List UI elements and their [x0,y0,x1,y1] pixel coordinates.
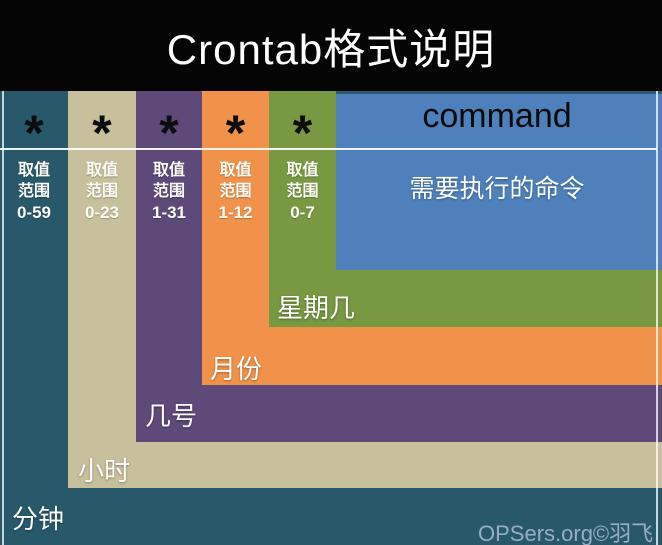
day-band-label: 几号 [145,401,198,431]
range-caption-line1: 取值 [17,162,50,179]
range-value: 1-31 [151,203,187,222]
asterisk-glyph: * [159,105,179,161]
range-caption-line2: 范围 [17,183,50,200]
weekday-asterisk: * [269,94,336,158]
day-asterisk: * [136,94,202,158]
month-range-cell: 取值 范围 1-12 [202,160,269,223]
hour-band-label: 小时 [78,456,131,486]
command-block [336,91,662,270]
star-range-separator-line [0,148,657,150]
range-value: 0-59 [16,203,52,222]
weekday-band-label: 星期几 [277,293,356,323]
header-shadow-line [336,91,662,94]
month-asterisk: * [202,94,269,158]
range-caption-line1: 取值 [286,162,319,179]
range-value: 0-7 [290,203,315,222]
command-label: command [422,97,572,135]
asterisk-glyph: * [92,105,112,161]
command-description: 需要执行的命令 [409,175,585,203]
range-caption-line1: 取值 [85,162,118,179]
left-edge-line [2,91,4,545]
minute-range-cell: 取值 范围 0-59 [0,160,68,223]
right-edge-line [656,91,658,545]
range-caption-line1: 取值 [152,162,185,179]
hour-asterisk: * [68,94,136,158]
minute-band-label: 分钟 [12,504,65,534]
range-caption-line1: 取值 [219,162,252,179]
range-value: 0-23 [84,203,120,222]
range-caption-line2: 范围 [85,183,118,200]
range-caption-line2: 范围 [219,183,252,200]
asterisk-glyph: * [292,105,313,161]
range-value: 1-12 [218,203,253,222]
header-bar: Crontab格式说明 [0,0,662,91]
month-band-label: 月份 [210,354,263,384]
day-range-cell: 取值 范围 1-31 [136,160,202,223]
page-title: Crontab格式说明 [166,26,496,73]
hour-range-cell: 取值 范围 0-23 [68,160,136,223]
watermark-text: OPSers.org©羽飞 [478,521,654,545]
minute-asterisk: * [0,94,68,158]
weekday-range-cell: 取值 范围 0-7 [269,160,336,223]
asterisk-glyph: * [225,105,246,161]
asterisk-glyph: * [24,105,44,161]
range-caption-line2: 范围 [286,183,319,200]
range-caption-line2: 范围 [152,183,185,200]
